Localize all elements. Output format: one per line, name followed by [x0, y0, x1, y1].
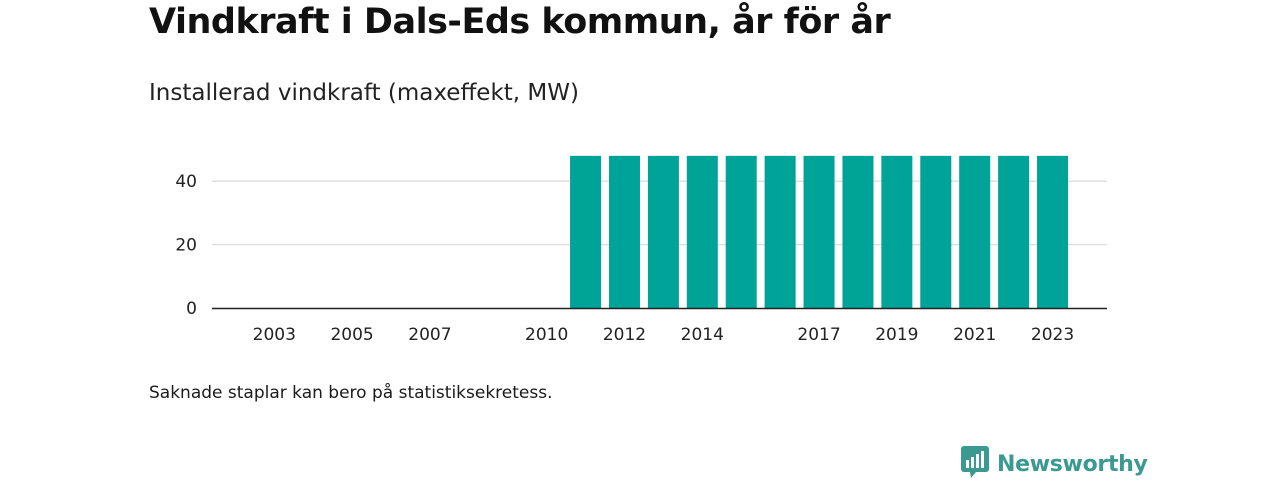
chart-title: Vindkraft i Dals-Eds kommun, år för år [149, 2, 891, 42]
x-tick-label: 2012 [603, 325, 646, 345]
footnote: Saknade staplar kan bero på statistiksek… [149, 383, 553, 403]
chart-subtitle: Installerad vindkraft (maxeffekt, MW) [149, 80, 579, 106]
y-tick-label: 20 [175, 236, 197, 256]
bar-2014 [686, 155, 718, 308]
x-tick-label: 2003 [253, 325, 296, 345]
y-tick-label: 40 [175, 172, 197, 192]
bar-2018 [842, 155, 874, 308]
bars [570, 155, 1069, 308]
x-tick-label: 2005 [330, 325, 373, 345]
x-tick-label: 2007 [408, 325, 451, 345]
bar-2023 [1037, 155, 1069, 308]
y-tick-label: 0 [186, 299, 197, 319]
bar-2012 [608, 155, 640, 308]
bar-2011 [570, 155, 602, 308]
bar-2017 [803, 155, 835, 308]
x-tick-label: 2010 [525, 325, 568, 345]
newsworthy-logo-icon [961, 446, 989, 482]
x-tick-label: 2017 [797, 325, 840, 345]
bar-2019 [881, 155, 913, 308]
x-axis-ticks: 2003 2005 2007 2010 2012 2014 2017 2019 2021 2023 [253, 325, 1075, 345]
x-tick-label: 2019 [875, 325, 918, 345]
x-tick-label: 2021 [953, 325, 996, 345]
brand-name: Newsworthy [997, 451, 1148, 477]
bar-2020 [920, 155, 952, 308]
y-axis-ticks: 0 20 40 [175, 172, 197, 319]
brand-logo[interactable]: Newsworthy [961, 446, 1148, 482]
bar-2013 [647, 155, 679, 308]
x-tick-label: 2023 [1031, 325, 1074, 345]
bar-2016 [764, 155, 796, 308]
bar-2022 [998, 155, 1030, 308]
bar-2015 [725, 155, 757, 308]
x-tick-label: 2014 [681, 325, 724, 345]
bar-2021 [959, 155, 991, 308]
